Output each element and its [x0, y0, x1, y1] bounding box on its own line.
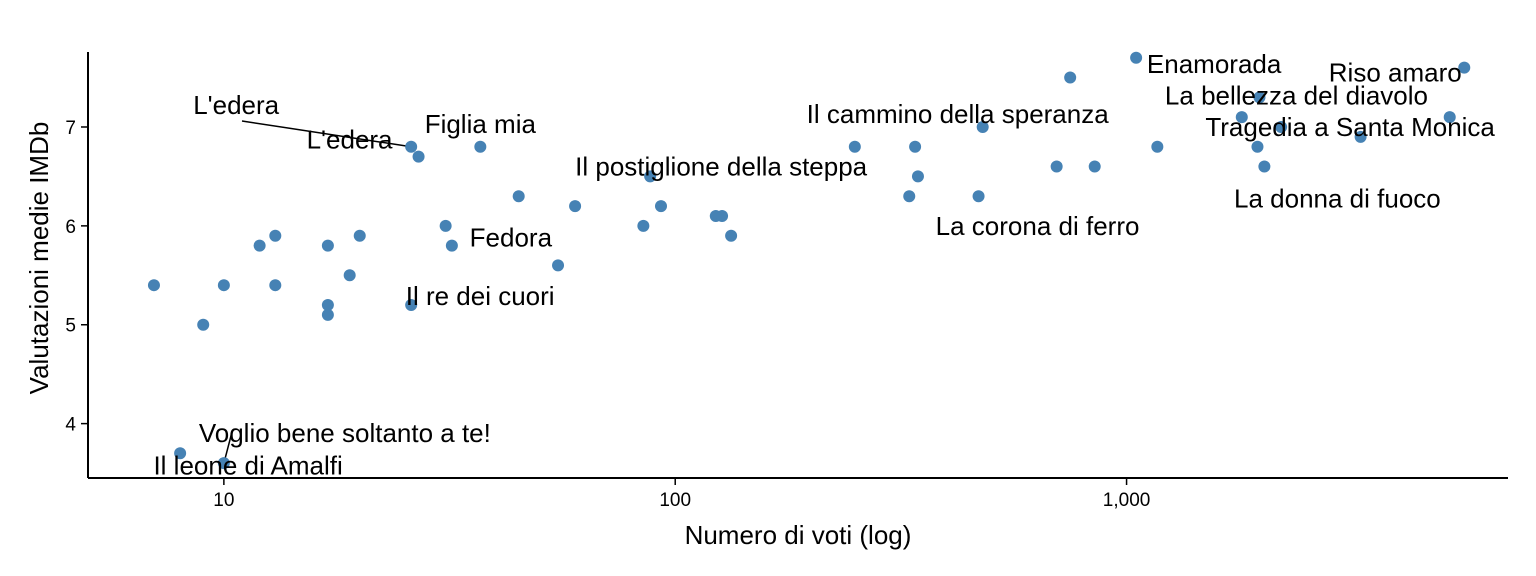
- data-point: [512, 190, 525, 203]
- data-point: [1151, 140, 1164, 153]
- data-point: [321, 239, 334, 252]
- point-label: Il re dei cuori: [406, 281, 555, 311]
- data-point: [1443, 111, 1456, 124]
- data-point: [644, 170, 657, 183]
- point-label: L'edera: [193, 90, 279, 120]
- data-point: [474, 140, 487, 153]
- point-label: La bellezza del diavolo: [1165, 80, 1428, 110]
- x-tick-label: 100: [659, 490, 691, 511]
- data-point: [972, 190, 985, 203]
- data-point: [269, 279, 282, 292]
- point-label: L'edera: [307, 125, 393, 155]
- data-point: [552, 259, 565, 272]
- point-label: La corona di ferro: [936, 211, 1140, 241]
- data-point: [1251, 140, 1264, 153]
- leader-lines: [223, 120, 412, 464]
- data-point: [1130, 51, 1143, 64]
- data-point: [1235, 111, 1248, 124]
- data-point: [353, 229, 366, 242]
- data-point: [1258, 160, 1271, 173]
- data-points: [147, 51, 1471, 470]
- x-tick-label: 1,000: [1103, 490, 1151, 511]
- data-point: [716, 209, 729, 222]
- point-label: Voglio bene soltanto a te!: [199, 418, 491, 448]
- data-point: [654, 200, 667, 213]
- y-tick-label: 5: [65, 316, 76, 337]
- point-label: Il leone di Amalfi: [153, 450, 342, 480]
- data-point: [197, 318, 210, 331]
- y-tick-label: 7: [65, 118, 76, 139]
- data-point: [848, 140, 861, 153]
- data-point: [1354, 130, 1367, 143]
- data-point: [174, 447, 187, 460]
- data-point: [911, 170, 924, 183]
- y-tick-label: 6: [65, 217, 76, 238]
- x-axis-title: Numero di voti (log): [685, 520, 912, 550]
- point-label: La donna di fuoco: [1234, 184, 1441, 214]
- data-point: [217, 279, 230, 292]
- data-point: [637, 219, 650, 232]
- data-point: [1088, 160, 1101, 173]
- data-point: [321, 308, 334, 321]
- data-point: [1458, 61, 1471, 74]
- data-point: [412, 150, 425, 163]
- point-label: Figlia mia: [425, 109, 537, 139]
- data-point: [569, 200, 582, 213]
- point-label: Riso amaro: [1329, 58, 1462, 88]
- x-tick-label: 10: [213, 490, 234, 511]
- data-point: [253, 239, 266, 252]
- point-label: Il postiglione della steppa: [575, 151, 868, 181]
- point-label: Fedora: [470, 223, 553, 253]
- y-axis-title: Valutazioni medie IMDb: [24, 122, 54, 395]
- label-leader-line: [241, 120, 412, 148]
- data-point: [405, 140, 418, 153]
- data-point: [445, 239, 458, 252]
- point-label: Il cammino della speranza: [807, 99, 1110, 129]
- data-point: [217, 457, 230, 470]
- point-label: Tragedia a Santa Monica: [1205, 112, 1495, 142]
- point-label: Enamorada: [1147, 49, 1282, 79]
- data-point: [1253, 91, 1266, 104]
- data-point: [725, 229, 738, 242]
- data-point: [909, 140, 922, 153]
- data-point: [1275, 120, 1288, 133]
- data-point: [343, 269, 356, 282]
- data-point: [903, 190, 916, 203]
- data-point: [321, 298, 334, 311]
- axes: 10 100 1,000 4 5 6 7: [65, 52, 1508, 511]
- y-tick-label: 4: [65, 415, 76, 436]
- data-point: [1064, 71, 1077, 84]
- data-point: [405, 298, 418, 311]
- data-point: [439, 219, 452, 232]
- data-point: [1050, 160, 1063, 173]
- data-point: [147, 279, 160, 292]
- data-point: [976, 120, 989, 133]
- data-point: [269, 229, 282, 242]
